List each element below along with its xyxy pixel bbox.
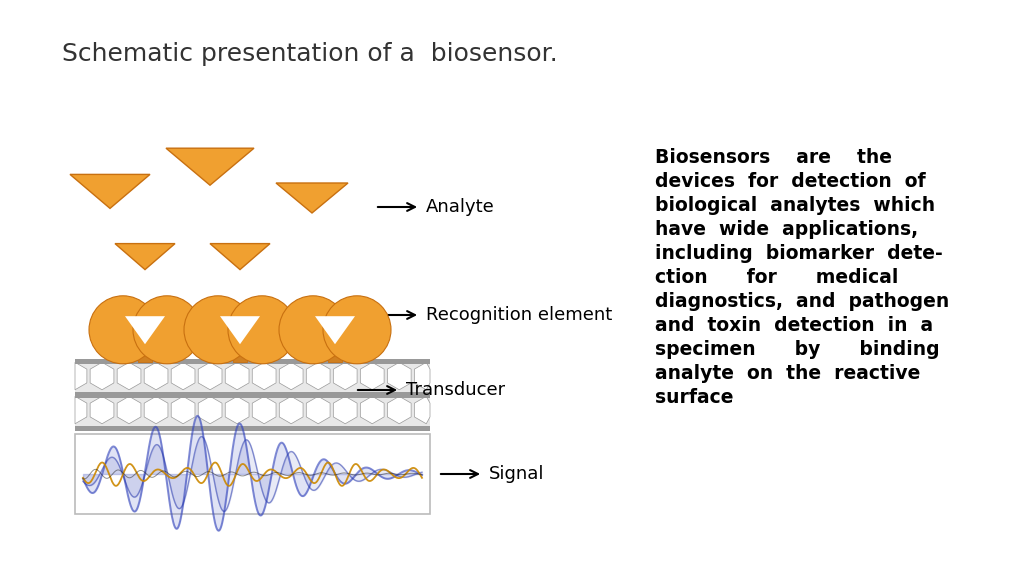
Text: analyte  on  the  reactive: analyte on the reactive [655, 364, 921, 383]
Polygon shape [415, 396, 430, 424]
Text: and  toxin  detection  in  a: and toxin detection in a [655, 316, 933, 335]
Polygon shape [144, 362, 168, 390]
Polygon shape [144, 396, 168, 424]
Circle shape [228, 296, 296, 364]
Polygon shape [280, 396, 303, 424]
Polygon shape [75, 362, 87, 390]
Polygon shape [117, 396, 141, 424]
Polygon shape [75, 396, 87, 424]
Polygon shape [210, 244, 270, 270]
Polygon shape [225, 362, 249, 390]
Text: Recognition element: Recognition element [426, 306, 612, 324]
Circle shape [279, 296, 347, 364]
Polygon shape [360, 396, 384, 424]
Polygon shape [276, 183, 348, 213]
Polygon shape [117, 362, 141, 390]
Polygon shape [333, 396, 357, 424]
Polygon shape [387, 362, 411, 390]
Polygon shape [171, 362, 195, 390]
Polygon shape [252, 362, 276, 390]
Circle shape [323, 296, 391, 364]
Text: Analyte: Analyte [426, 198, 495, 216]
Polygon shape [166, 148, 254, 185]
Text: diagnostics,  and  pathogen: diagnostics, and pathogen [655, 292, 949, 311]
Circle shape [184, 296, 252, 364]
Bar [75, 359, 430, 364]
Text: Biosensors    are    the: Biosensors are the [655, 148, 892, 167]
Polygon shape [252, 396, 276, 424]
Text: biological  analytes  which: biological analytes which [655, 196, 935, 215]
Bar [75, 392, 430, 397]
Circle shape [133, 296, 201, 364]
Polygon shape [220, 316, 260, 344]
Polygon shape [225, 396, 249, 424]
Text: Schematic presentation of a  biosensor.: Schematic presentation of a biosensor. [62, 42, 558, 66]
Text: Transducer: Transducer [406, 381, 505, 399]
Bar [75, 434, 430, 514]
Circle shape [89, 296, 157, 364]
Polygon shape [387, 396, 411, 424]
Text: specimen      by      binding: specimen by binding [655, 340, 940, 359]
Bar [75, 426, 430, 431]
Polygon shape [333, 362, 357, 390]
Polygon shape [90, 362, 114, 390]
Polygon shape [171, 396, 195, 424]
Polygon shape [306, 396, 330, 424]
Text: have  wide  applications,: have wide applications, [655, 220, 919, 239]
Bar [328, 340, 342, 362]
Polygon shape [306, 362, 330, 390]
Polygon shape [415, 362, 430, 390]
Polygon shape [199, 362, 222, 390]
Bar [75, 362, 430, 392]
Text: including  biomarker  dete-: including biomarker dete- [655, 244, 943, 263]
Polygon shape [115, 244, 175, 270]
Bar [75, 396, 430, 426]
Polygon shape [315, 316, 355, 344]
Polygon shape [199, 396, 222, 424]
Bar [138, 340, 152, 362]
Text: ction      for      medical: ction for medical [655, 268, 898, 287]
Bar [75, 395, 430, 398]
Polygon shape [125, 316, 165, 344]
Text: Signal: Signal [489, 465, 545, 483]
Bar [233, 340, 247, 362]
Polygon shape [90, 396, 114, 424]
Polygon shape [360, 362, 384, 390]
Polygon shape [70, 175, 150, 209]
Polygon shape [280, 362, 303, 390]
Text: devices  for  detection  of: devices for detection of [655, 172, 926, 191]
Text: surface: surface [655, 388, 733, 407]
